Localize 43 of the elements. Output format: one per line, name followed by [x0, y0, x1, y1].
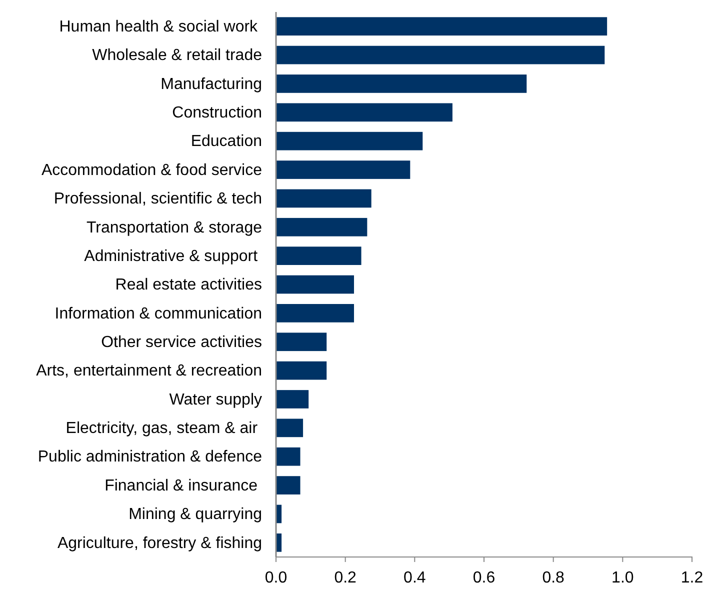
x-tick-label: 0.2 [334, 570, 357, 587]
bar [276, 218, 368, 236]
bar [276, 304, 354, 322]
y-tick-label: Wholesale & retail trade [92, 47, 262, 64]
x-tick-label: 0.4 [404, 570, 426, 587]
y-tick-label: Public administration & defence [38, 448, 262, 466]
y-tick-label: Financial & insurance [104, 477, 262, 494]
bar [276, 17, 608, 36]
y-tick-label: Human health & social work [59, 18, 262, 36]
bar [276, 275, 354, 294]
y-tick-label: Transportation & storage [86, 219, 262, 236]
bar [276, 447, 300, 466]
y-tick-label: Construction [172, 104, 262, 122]
bar [276, 390, 309, 408]
y-tick-label: Mining & quarrying [128, 506, 262, 524]
bar [276, 132, 423, 150]
y-tick-label: Information & communication [54, 305, 262, 322]
y-tick-label: Electricity, gas, steam & air [66, 420, 262, 438]
bar [276, 160, 410, 179]
bar [276, 332, 327, 352]
y-tick-label: Education [190, 133, 262, 150]
y-tick-label: Accommodation & food service [41, 162, 262, 179]
bar [276, 189, 372, 208]
bar [276, 246, 362, 265]
x-tick-label: 1.2 [680, 570, 704, 587]
x-tick-label: 1.0 [612, 570, 634, 587]
bar [276, 476, 300, 494]
x-tick-label: 0.6 [472, 570, 496, 587]
bar [276, 418, 304, 438]
x-tick-label: 0.0 [264, 570, 288, 587]
y-tick-label: Administrative & support [84, 248, 262, 265]
bar [276, 103, 452, 122]
bar [276, 46, 605, 64]
y-tick-label: Water supply [169, 391, 262, 408]
y-tick-label: Other service activities [101, 334, 262, 351]
y-tick-label: Arts, entertainment & recreation [36, 362, 262, 380]
bar [276, 74, 527, 93]
y-tick-label: Professional, scientific & tech [54, 190, 262, 208]
y-tick-label: Real estate activities [115, 276, 262, 294]
bar [276, 361, 327, 380]
y-tick-label: Agriculture, forestry & fishing [57, 534, 262, 552]
y-tick-label: Manufacturing [160, 76, 262, 93]
x-tick-label: 0.8 [542, 570, 565, 587]
